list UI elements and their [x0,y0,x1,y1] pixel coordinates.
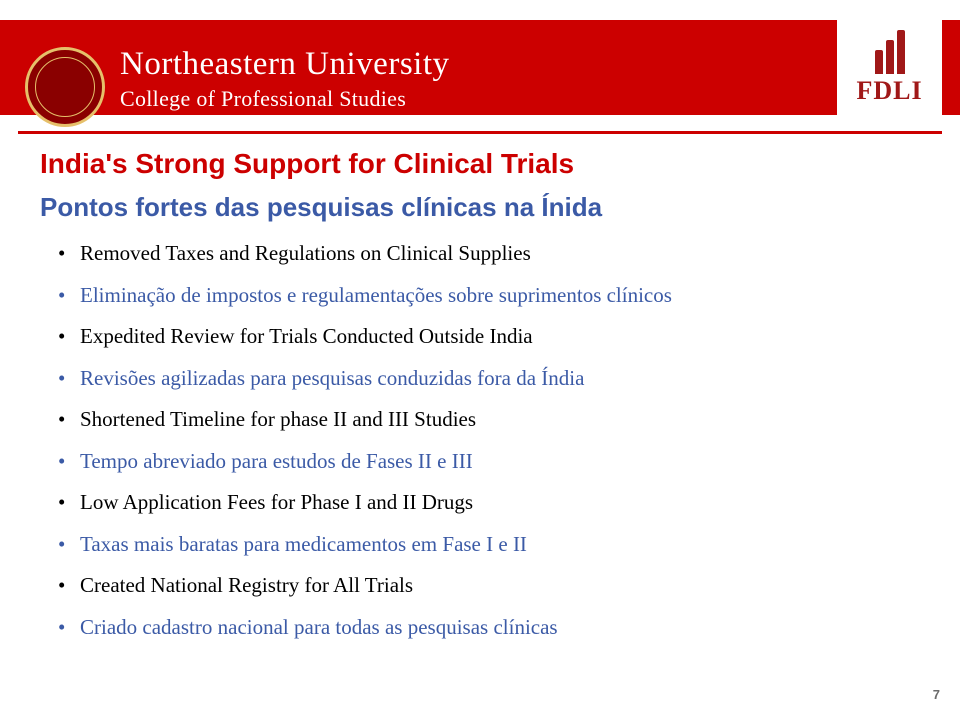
bullet-item: Expedited Review for Trials Conducted Ou… [58,320,920,353]
slide-content: India's Strong Support for Clinical Tria… [40,148,920,652]
slide-subtitle: Pontos fortes das pesquisas clínicas na … [40,192,920,223]
bullet-item: Revisões agilizadas para pesquisas condu… [58,362,920,395]
university-seal [25,47,105,127]
bullet-item: Eliminação de impostos e regulamentações… [58,279,920,312]
university-name: Northeastern University [120,46,450,83]
fdli-label: FDLI [856,76,922,106]
bullet-item: Taxas mais baratas para medicamentos em … [58,528,920,561]
slide-title: India's Strong Support for Clinical Tria… [40,148,920,180]
seal-inner [35,57,95,117]
bullet-list: Removed Taxes and Regulations on Clinica… [40,237,920,643]
bullet-item: Tempo abreviado para estudos de Fases II… [58,445,920,478]
bullet-item: Removed Taxes and Regulations on Clinica… [58,237,920,270]
fdli-columns-icon [875,30,905,74]
slide-header: Northeastern University College of Profe… [0,0,960,135]
page-number: 7 [933,687,940,702]
university-subtitle: College of Professional Studies [120,86,450,112]
bullet-item: Shortened Timeline for phase II and III … [58,403,920,436]
fdli-logo: FDLI [837,15,942,120]
bullet-item: Low Application Fees for Phase I and II … [58,486,920,519]
bullet-item: Criado cadastro nacional para todas as p… [58,611,920,644]
bullet-item: Created National Registry for All Trials [58,569,920,602]
header-band: Northeastern University College of Profe… [0,20,960,115]
university-text: Northeastern University College of Profe… [120,46,450,112]
header-divider [18,131,942,134]
